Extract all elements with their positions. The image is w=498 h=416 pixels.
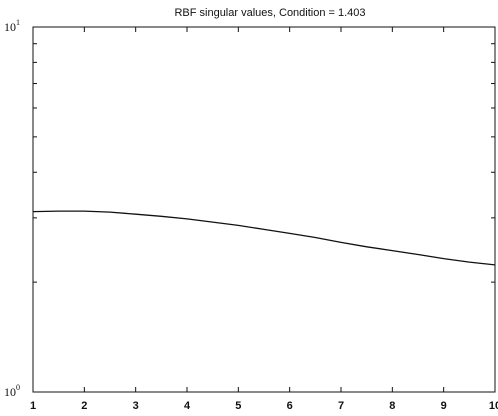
x-tick-label: 4: [184, 400, 191, 412]
x-tick-label: 7: [338, 400, 344, 412]
series-line: [32, 210, 496, 266]
chart-title: RBF singular values, Condition = 1.403: [174, 7, 365, 19]
axis-ticks: [32, 26, 496, 393]
x-tick-label: 2: [81, 400, 87, 412]
x-tick-label: 10: [489, 400, 498, 412]
x-tick-label: 8: [389, 400, 395, 412]
y-tick-base: 10: [4, 385, 16, 399]
y-tick-exponent: 1: [16, 18, 20, 27]
y-tick-exponent: 0: [16, 383, 20, 392]
y-tick-label: 101: [4, 18, 20, 34]
x-tick-label: 3: [133, 400, 139, 412]
y-tick-label: 100: [4, 383, 20, 399]
plot-frame: [32, 26, 496, 393]
y-tick-base: 10: [4, 20, 16, 34]
x-tick-label: 6: [287, 400, 293, 412]
tick-labels: 12345678910100101: [4, 18, 498, 412]
x-tick-label: 9: [441, 400, 447, 412]
x-tick-label: 1: [30, 400, 36, 412]
x-tick-label: 5: [235, 400, 241, 412]
